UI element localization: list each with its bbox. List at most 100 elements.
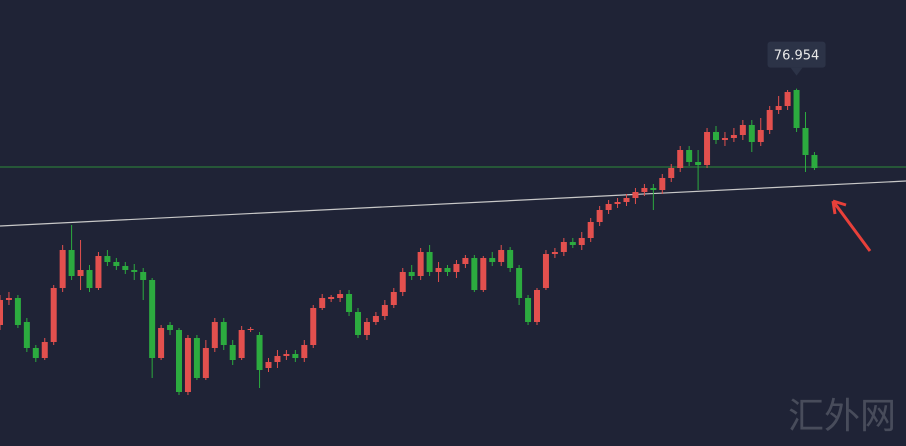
candle-body xyxy=(5,298,12,300)
candle-body xyxy=(59,250,66,288)
candle-body xyxy=(14,298,21,325)
candle-body xyxy=(229,345,236,360)
candle-body xyxy=(507,250,514,268)
candle-body xyxy=(668,168,675,178)
candle-body xyxy=(372,316,379,322)
candle-body xyxy=(704,132,711,165)
candle-body xyxy=(748,125,755,142)
candle-body xyxy=(578,238,585,245)
candle-body xyxy=(551,252,558,254)
candle-body xyxy=(149,280,156,358)
candle-body xyxy=(104,256,111,262)
candle-body xyxy=(659,178,666,190)
candle-body xyxy=(390,292,397,305)
candle-body xyxy=(516,268,523,298)
candle-body xyxy=(802,128,809,155)
candle-body xyxy=(471,258,478,290)
candle-body xyxy=(319,298,326,308)
candle-body xyxy=(193,338,200,378)
candle-body xyxy=(408,272,415,276)
candle-body xyxy=(793,90,800,128)
candle-body xyxy=(596,210,603,222)
candle-body xyxy=(399,272,406,292)
candle-body xyxy=(176,330,182,392)
candle-body xyxy=(605,204,612,210)
candle-body xyxy=(50,288,57,342)
candle-body xyxy=(650,188,657,190)
candle-body xyxy=(757,130,764,142)
candle-body xyxy=(202,348,209,378)
candle-body xyxy=(256,335,263,370)
candle-body xyxy=(489,258,496,262)
tooltip-text: 76.954 xyxy=(774,49,820,64)
candle-body xyxy=(614,202,621,204)
candle-body xyxy=(569,242,576,245)
candle-body xyxy=(247,329,254,330)
tooltip: 76.954 xyxy=(767,41,826,76)
candle-body xyxy=(140,272,147,280)
candle-body xyxy=(184,338,191,392)
candle-body xyxy=(444,268,451,272)
candle-body xyxy=(77,270,84,276)
candle-body xyxy=(766,110,773,130)
candle-body xyxy=(426,252,433,272)
candle-body xyxy=(238,330,245,358)
candle-body xyxy=(542,254,549,288)
candle-body xyxy=(695,162,702,165)
candle-body xyxy=(686,150,693,162)
candle-body xyxy=(435,268,442,272)
candle-body xyxy=(310,308,317,345)
candle-body xyxy=(560,242,567,252)
trend-line xyxy=(0,180,906,227)
candle-body xyxy=(775,106,782,110)
candle-body xyxy=(328,297,335,299)
tooltip-box xyxy=(767,41,826,68)
candle-body xyxy=(337,294,344,298)
candle-body xyxy=(274,356,281,362)
candle-body xyxy=(713,132,719,140)
candle-body xyxy=(730,135,737,138)
candle-body xyxy=(363,322,370,335)
tooltip-pointer xyxy=(790,67,803,76)
candle-body xyxy=(784,92,791,106)
candle-body xyxy=(346,294,353,312)
candle-body xyxy=(283,354,290,356)
candle-body xyxy=(480,258,487,290)
watermark: 汇外网 xyxy=(788,396,896,437)
candle-body xyxy=(68,250,75,276)
candle-body xyxy=(122,266,129,270)
candle-body xyxy=(211,322,218,348)
candle-body xyxy=(381,305,388,316)
candle-body xyxy=(265,362,272,368)
candle-body xyxy=(462,258,469,264)
candle-body xyxy=(525,298,532,322)
arrow xyxy=(831,199,872,252)
candle-body xyxy=(587,222,594,238)
candle-body xyxy=(811,155,818,168)
candle-body xyxy=(417,252,424,276)
candle-body xyxy=(41,342,48,358)
candle-body xyxy=(95,256,102,288)
candle-body xyxy=(131,270,138,272)
candle-body xyxy=(167,325,174,330)
candle-body xyxy=(292,354,299,358)
candle-body xyxy=(86,270,93,288)
candle-body xyxy=(220,322,227,345)
candle-body xyxy=(301,345,308,358)
candle-body xyxy=(158,328,165,358)
candle-body xyxy=(32,348,39,358)
candle-body xyxy=(677,150,684,168)
candle-body xyxy=(739,125,746,135)
candle-body xyxy=(453,264,460,272)
candle-body xyxy=(534,290,540,322)
candle-body xyxy=(355,312,361,335)
candle-body xyxy=(721,138,728,140)
candle-body xyxy=(641,188,648,192)
candle-body xyxy=(623,198,630,202)
candle-body xyxy=(632,192,639,198)
candle-body xyxy=(0,300,3,325)
candle-body xyxy=(498,250,505,262)
candle-body xyxy=(113,262,120,266)
